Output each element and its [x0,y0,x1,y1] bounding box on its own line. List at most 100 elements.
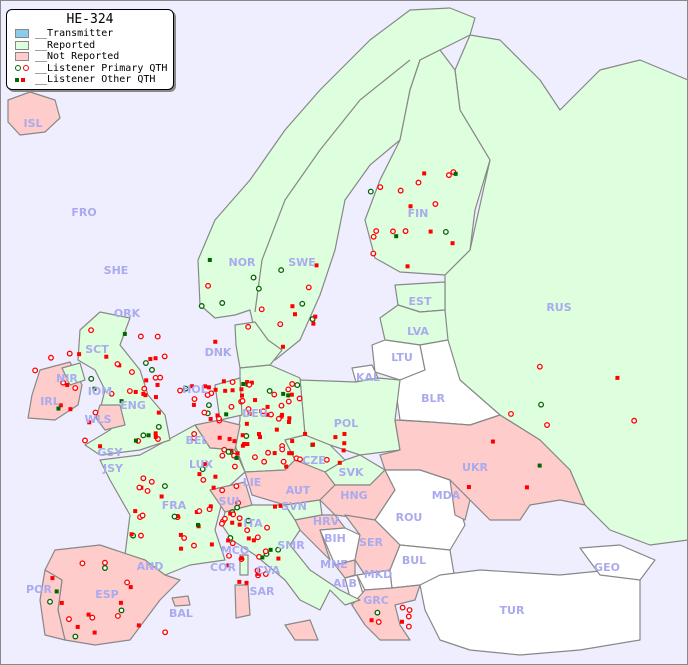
legend-other-qth: __Listener Other QTH [7,74,173,86]
listener-primary-qth-marker [323,456,330,463]
listener-primary-qth-marker [261,458,268,465]
listener-other-qth-marker [313,314,318,319]
reported-swatch [15,40,29,50]
country-gbr [77,311,171,456]
listener-other-qth-marker [244,421,249,426]
label-bih: BIH [324,532,346,545]
listener-other-qth-marker [230,520,235,525]
listener-primary-qth-marker [200,476,207,483]
label-cva: CVA [256,564,281,577]
label-por: POR [26,583,52,596]
listener-primary-qth-marker [244,527,251,534]
border-nor-swe [254,59,411,313]
label-lie: LIE [243,476,262,489]
listener-primary-qth-marker [149,366,155,373]
not-reported-swatch [15,52,29,62]
listener-primary-qth-marker [255,285,262,292]
listener-primary-qth-marker [402,228,409,235]
listener-other-qth-marker [230,388,235,393]
listener-primary-qth-marker [196,508,203,515]
label-rou: ROU [396,511,423,524]
listener-primary-qth-marker [229,540,236,547]
listener-primary-qth-marker [296,395,303,402]
listener-other-qth-marker [232,439,237,444]
listener-markers [32,169,638,640]
listener-other-qth-marker [215,413,220,418]
listener-primary-qth-marker [278,267,285,274]
listener-other-qth-marker [75,624,80,629]
country-grc [351,584,421,641]
listener-other-qth-marker [202,462,207,467]
listener-other-qth-marker [287,416,292,421]
listener-other-qth-marker [405,264,410,269]
listener-other-qth-marker [92,630,97,635]
listener-other-qth-marker [289,392,294,397]
listener-other-qth-marker [256,432,261,437]
label-aut: AUT [286,484,311,497]
listener-other-qth-marker [249,380,254,385]
listener-primary-qth-marker [88,375,95,382]
listener-other-qth-marker [213,339,218,344]
listener-other-qth-marker [422,171,427,176]
listener-other-qth-marker [341,448,346,453]
listener-primary-qth-marker [108,390,115,397]
country-ukr [379,414,586,521]
listener-primary-qth-marker [72,385,79,391]
listener-other-qth-marker [239,393,244,398]
listener-other-qth-marker [258,435,263,440]
listener-other-qth-marker [342,441,347,446]
listener-primary-qth-marker [191,396,198,403]
listener-primary-qth-marker [279,446,286,453]
label-deu: DEU [242,407,268,420]
listener-primary-qth-marker [48,354,54,361]
listener-primary-qth-marker [236,515,243,522]
listener-primary-qth-marker [271,391,278,398]
listener-other-qth-marker [153,431,158,436]
listener-other-qth-marker [153,395,158,400]
listener-primary-qth-marker [191,542,197,549]
listener-primary-qth-marker [88,327,95,334]
listener-primary-qth-marker [367,188,374,195]
listener-other-qth-marker [197,472,202,477]
listener-primary-qth-marker [219,487,226,494]
listener-primary-qth-marker [285,398,292,405]
listener-primary-qth-marker [229,379,236,386]
listener-primary-qth-marker [278,402,285,409]
listener-other-qth-marker [203,384,208,389]
listener-primary-qth-marker [373,228,380,234]
listener-other-qth-marker [133,509,138,514]
legend-reported: __Reported [7,40,173,52]
listener-other-qth-marker [155,382,160,387]
listener-primary-qth-marker [205,402,212,409]
legend-label: __Listener Primary QTH [35,62,168,74]
listener-other-qth-marker [119,399,124,404]
listener-other-qth-marker [615,375,620,380]
listener-primary-qth-marker [124,579,131,586]
listener-primary-qth-marker [89,614,96,621]
listener-primary-qth-marker [275,546,282,553]
listener-other-qth-marker [453,171,458,176]
listener-primary-qth-marker [177,387,184,394]
listener-primary-qth-marker [139,512,146,519]
country-tur [419,569,641,656]
label-hng: HNG [340,489,367,502]
listener-other-qth-marker [286,420,291,425]
label-fro: FRO [71,206,96,219]
label-bal: BAL [169,607,193,620]
country-fra [99,424,246,576]
listener-primary-qth-marker [155,423,162,430]
label-sui: SUI [219,495,240,508]
country-sicily [284,619,319,641]
listener-primary-qth-marker [72,633,79,640]
listener-other-qth-marker [59,600,64,605]
listener-other-qth-marker [234,455,239,460]
label-cze: CZE [302,454,326,467]
listener-primary-qth-marker [245,323,252,330]
listener-other-qth-marker [208,504,213,509]
country-sar [234,584,251,619]
listener-primary-qth-marker [205,282,212,289]
listener-other-qth-marker [68,407,73,412]
listener-primary-qth-marker [370,233,377,240]
listener-primary-qth-marker [370,250,377,257]
listener-other-qth-marker [224,412,229,417]
